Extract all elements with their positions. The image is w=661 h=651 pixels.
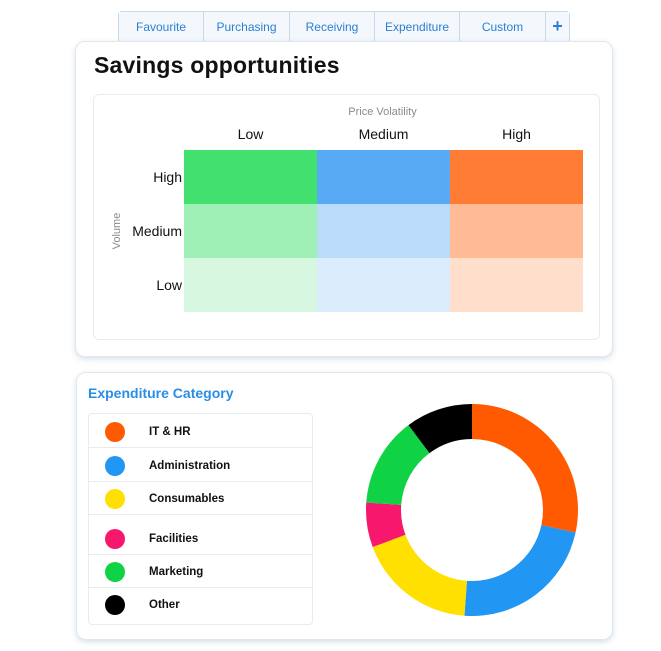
- row-label-low: Low: [156, 277, 182, 293]
- dot-icon: [105, 455, 125, 476]
- legend-label: IT & HR: [149, 425, 191, 438]
- matrix-cell-low-volume-medium-volatility[interactable]: [317, 258, 450, 312]
- x-axis-label: Price Volatility: [348, 106, 417, 118]
- legend-item-administration[interactable]: Administration: [89, 450, 312, 482]
- donut-slice-consumables[interactable]: [372, 534, 467, 616]
- donut-slice-administration[interactable]: [464, 525, 576, 616]
- dot-icon: [105, 421, 125, 442]
- matrix-cell-high-volume-high-volatility[interactable]: [450, 150, 583, 204]
- tab-custom[interactable]: Custom: [460, 12, 546, 41]
- legend-item-other[interactable]: Other: [89, 589, 312, 621]
- dot-icon: [105, 561, 125, 582]
- donut-slice-other[interactable]: [408, 404, 472, 454]
- donut-slice-marketing[interactable]: [366, 425, 430, 505]
- legend-item-consumables[interactable]: Consumables: [89, 483, 312, 515]
- tab-receiving[interactable]: Receiving: [290, 12, 375, 41]
- matrix-cell-low-volume-high-volatility[interactable]: [450, 258, 583, 312]
- add-tab-button[interactable]: +: [546, 12, 569, 41]
- column-label-high: High: [502, 126, 531, 142]
- matrix-cell-low-volume-low-volatility[interactable]: [184, 258, 317, 312]
- tab-expenditure[interactable]: Expenditure: [375, 12, 460, 41]
- expenditure-donut-chart: [366, 404, 578, 616]
- dot-icon: [105, 595, 125, 615]
- tab-purchasing[interactable]: Purchasing: [204, 12, 290, 41]
- tab-favourite[interactable]: Favourite: [119, 12, 204, 41]
- column-label-medium: Medium: [358, 126, 409, 142]
- matrix-cell-medium-volume-high-volatility[interactable]: [450, 204, 583, 258]
- category-legend: IT & HR Administration Consumables Facil…: [88, 413, 313, 625]
- legend-item-it-hr[interactable]: IT & HR: [89, 416, 312, 448]
- donut-slice-it-hr[interactable]: [472, 404, 578, 533]
- savings-matrix: Price Volatility Volume Low Medium High …: [93, 94, 600, 340]
- legend-label: Marketing: [149, 565, 204, 578]
- tab-bar: Favourite Purchasing Receiving Expenditu…: [118, 11, 570, 42]
- dot-icon: [105, 488, 125, 509]
- matrix-cell-medium-volume-low-volatility[interactable]: [184, 204, 317, 258]
- donut-slice-facilities[interactable]: [366, 502, 406, 548]
- dot-icon: [105, 528, 125, 549]
- legend-item-facilities[interactable]: Facilities: [89, 523, 312, 555]
- legend-label: Consumables: [149, 492, 225, 505]
- row-label-high: High: [153, 169, 182, 185]
- legend-label: Facilities: [149, 532, 199, 545]
- column-label-low: Low: [237, 126, 264, 142]
- legend-label: Administration: [149, 459, 231, 472]
- savings-opportunities-card: Savings opportunities Price Volatility V…: [75, 41, 613, 357]
- matrix-cell-high-volume-low-volatility[interactable]: [184, 150, 317, 204]
- savings-title: Savings opportunities: [94, 52, 340, 78]
- expenditure-category-card: Expenditure Category IT & HR Administrat…: [76, 372, 613, 640]
- legend-label: Other: [149, 599, 180, 611]
- matrix-cell-high-volume-medium-volatility[interactable]: [317, 150, 450, 204]
- matrix-cell-medium-volume-medium-volatility[interactable]: [317, 204, 450, 258]
- legend-item-marketing[interactable]: Marketing: [89, 556, 312, 588]
- row-label-medium: Medium: [132, 223, 182, 239]
- expenditure-title: Expenditure Category: [88, 385, 234, 401]
